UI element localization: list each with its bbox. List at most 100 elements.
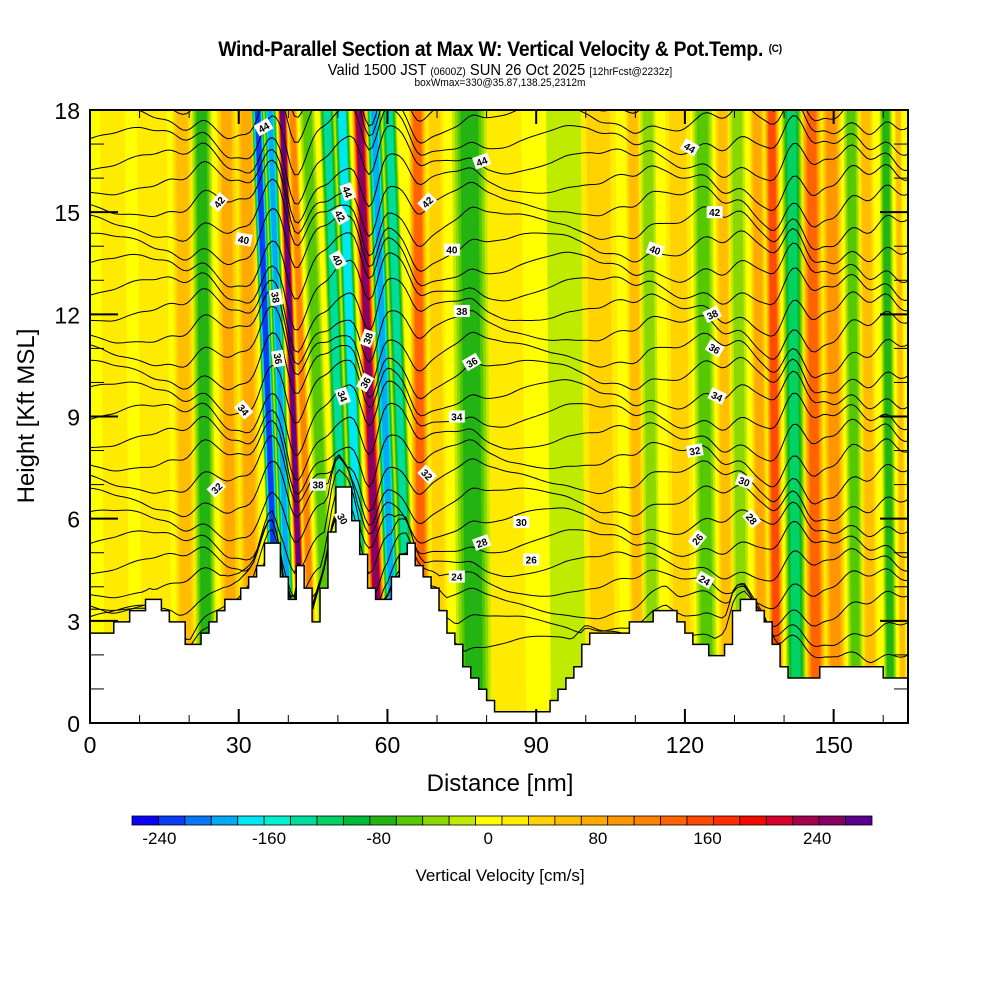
w-band (460, 110, 484, 723)
isentrope-label-text: 40 (237, 235, 250, 248)
w-band (141, 110, 167, 723)
isentrope-label: 34 (334, 386, 352, 406)
isentrope-label-text: 24 (696, 574, 712, 589)
isentrope-label-text: 42 (332, 209, 347, 225)
isentrope-label-text: 42 (709, 208, 721, 219)
isentrope-label-text: 26 (526, 556, 538, 567)
chart-subtitle: Valid 1500 JST (0600Z) SUN 26 Oct 2025 [… (40, 62, 960, 80)
y-tick-label: 3 (67, 609, 80, 635)
isentrope-label-text: 36 (706, 342, 722, 357)
colorbar-segment (633, 815, 661, 826)
w-band (176, 110, 193, 723)
isentrope-label-text: 44 (682, 141, 698, 156)
forecast-info: [12hrFcst@2232z] (589, 66, 673, 78)
colorbar-tick-label: -240 (142, 829, 176, 848)
w-band (806, 110, 821, 723)
isentrope-label: 30 (333, 508, 353, 529)
x-tick-label: 30 (226, 732, 252, 758)
isentrope-33 (90, 332, 908, 400)
isentrope-label-text: 34 (451, 413, 463, 424)
isentrope-label: 24 (448, 570, 465, 584)
terrain (90, 486, 908, 723)
colorbar-tick-label: 80 (588, 829, 607, 848)
isentrope-label-text: 44 (257, 121, 273, 136)
isentrope-label: 24 (694, 570, 715, 590)
y-tick-label: 9 (67, 405, 80, 431)
w-band (669, 110, 691, 723)
valid-utc: (0600Z) (430, 66, 466, 78)
isentrope-label: 38 (359, 328, 376, 348)
isentrope-label-text: 30 (737, 476, 752, 490)
x-tick-label: 0 (84, 732, 97, 758)
isentrope-label: 40 (234, 232, 253, 248)
isentrope-label: 32 (685, 443, 704, 459)
colorbar-segment (580, 815, 609, 826)
isentrope-42 (90, 148, 908, 224)
isentrope-label-text: 38 (268, 291, 281, 304)
isentrope-31 (90, 380, 908, 456)
isentrope-label-text: 44 (475, 155, 490, 169)
isentrope-label: 38 (702, 305, 722, 324)
isentrope-38 (90, 232, 908, 300)
isentrope-30 (90, 402, 908, 481)
isentrope-label-text: 28 (475, 537, 490, 551)
colorbar-segment (395, 815, 424, 826)
isentrope-label: 28 (472, 534, 492, 551)
isentrope-28 (90, 435, 908, 513)
colorbar-tick-label: 0 (484, 829, 493, 848)
colorbar-segment (845, 815, 873, 826)
isentrope-label-text: 32 (689, 446, 702, 459)
isentrope-label: 36 (704, 339, 725, 358)
colorbar-segment (792, 815, 820, 826)
colorbar-segment (686, 815, 714, 826)
isentrope-45 (136, 110, 908, 144)
colorbar-segment (237, 815, 265, 826)
isentrope-label-text: 38 (705, 308, 720, 323)
colorbar-segment (660, 815, 688, 826)
isentrope-label: 44 (679, 138, 700, 157)
isentrope-label-text: 44 (339, 185, 353, 200)
w-band (752, 110, 766, 723)
isentrope-label-text: 38 (362, 331, 376, 346)
isentrope-label: 44 (253, 117, 274, 137)
isentrope-label-text: 34 (334, 389, 348, 404)
valid-time: Valid 1500 JST (327, 62, 427, 79)
isentrope-label-text: 40 (329, 253, 344, 269)
w-band (717, 110, 732, 723)
isentrope-label: 34 (448, 410, 465, 424)
isentrope-label-text: 30 (334, 512, 349, 528)
isentrope-44 (90, 110, 908, 176)
w-band (768, 110, 780, 723)
isentrope-label-text: 38 (312, 481, 324, 492)
colorbar-segment (713, 815, 741, 826)
colorbar-tick-label: 240 (803, 829, 831, 848)
colorbar-segment (475, 815, 503, 826)
x-tick-label: 120 (666, 732, 704, 758)
isentrope-27 (90, 454, 908, 526)
colorbar-segment (501, 815, 529, 826)
isentrope-label: 26 (523, 553, 540, 567)
colorbar-segment (210, 815, 239, 826)
isentrope-label: 40 (645, 241, 665, 258)
isentrope-37 (90, 252, 908, 331)
isentrope-label-text: 24 (451, 573, 463, 584)
colorbar-segment (263, 815, 291, 826)
isentrope-labels: 4442403836343244424038363438303234363840… (206, 117, 762, 590)
w-band (546, 110, 586, 723)
colorbar-segment (316, 815, 344, 826)
isentrope-43 (90, 125, 908, 205)
isentrope-26 (90, 456, 908, 544)
isentrope-36 (90, 277, 908, 353)
isentrope-label: 30 (734, 472, 754, 490)
w-band (846, 110, 861, 723)
isentrope-label: 30 (513, 516, 530, 529)
isentrope-label: 38 (310, 478, 327, 492)
isentrope-label: 42 (706, 206, 723, 219)
colorbar-segment (607, 815, 635, 826)
isentrope-label: 38 (268, 288, 284, 307)
isentrope-39 (90, 207, 908, 273)
isentrope-29 (90, 420, 908, 496)
colorbar-segment (739, 815, 767, 826)
